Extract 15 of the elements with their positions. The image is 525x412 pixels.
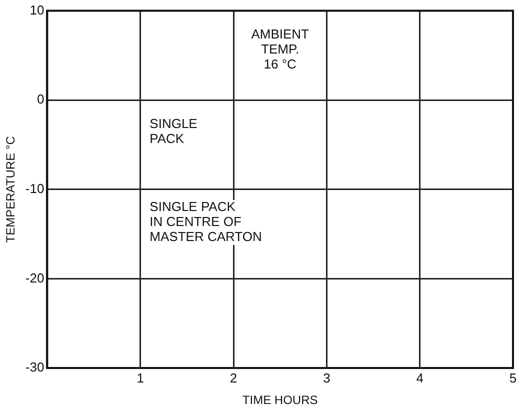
y-tick-label: -30 xyxy=(25,360,44,375)
y-tick-label: 10 xyxy=(30,2,44,18)
y-tick-label: 0 xyxy=(36,92,44,107)
x-tick-label: 3 xyxy=(323,370,330,386)
y-tick-label: -20 xyxy=(25,270,44,286)
x-tick-label: 1 xyxy=(136,370,144,386)
y-tick-label: -10 xyxy=(25,180,44,196)
y-axis-title: TEMPERATURE °C xyxy=(4,136,18,243)
x-tick-label: 2 xyxy=(230,370,238,386)
x-axis-title: TIME HOURS xyxy=(242,393,318,408)
annotation: SINGLE PACK IN CENTRE OF MASTER CARTON xyxy=(150,199,262,244)
x-tick-label: 4 xyxy=(416,370,424,386)
x-tick-label: 5 xyxy=(509,370,517,386)
annotation: SINGLE PACK xyxy=(150,116,198,146)
annotation: AMBIENT TEMP. 16 °C xyxy=(251,26,310,72)
